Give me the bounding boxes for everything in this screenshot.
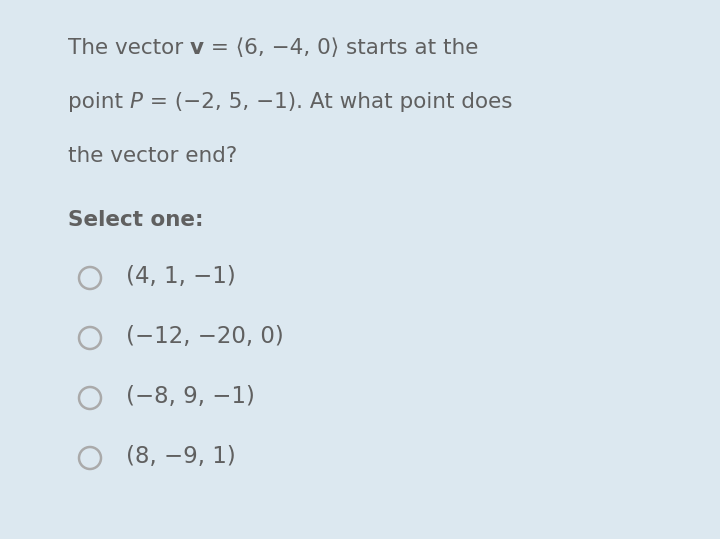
Text: (8, −9, 1): (8, −9, 1) [126,445,235,468]
Text: point: point [68,92,130,112]
Text: (−12, −20, 0): (−12, −20, 0) [126,325,284,348]
Text: (−8, 9, −1): (−8, 9, −1) [126,385,255,408]
Text: (4, 1, −1): (4, 1, −1) [126,265,235,288]
Text: Select one:: Select one: [68,210,204,230]
Text: v: v [190,38,204,58]
Text: The vector: The vector [68,38,190,58]
Text: = (−2, 5, −1). At what point does: = (−2, 5, −1). At what point does [143,92,513,112]
Text: = ⟨6, −4, 0⟩ starts at the: = ⟨6, −4, 0⟩ starts at the [204,38,479,58]
Text: P: P [130,92,143,112]
Text: the vector end?: the vector end? [68,146,238,166]
